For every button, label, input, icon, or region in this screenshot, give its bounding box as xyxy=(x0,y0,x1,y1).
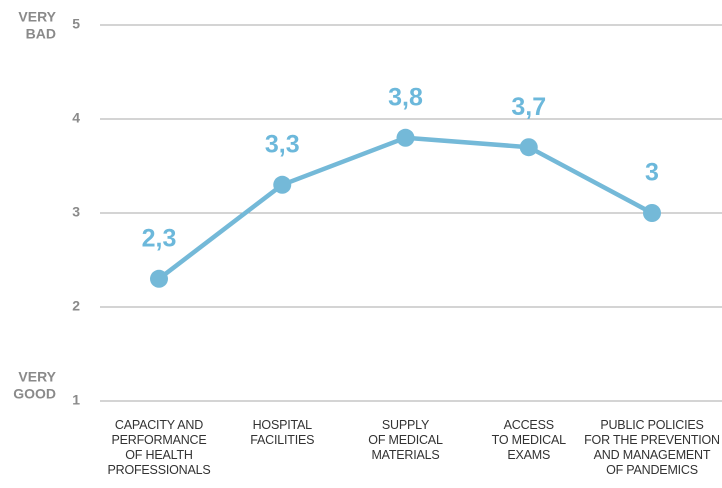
y-tick-label: 4 xyxy=(72,110,80,126)
y-top-label: VERY xyxy=(18,9,56,25)
x-tick-label: ACCESS TO MEDICAL EXAMS xyxy=(491,418,566,462)
y-tick-label: 2 xyxy=(72,298,80,314)
x-tick-label: SUPPLY OF MEDICAL MATERIALS xyxy=(368,418,443,462)
data-label: 3,3 xyxy=(265,130,300,158)
x-tick-label: PUBLIC POLICIES FOR THE PREVENTION AND M… xyxy=(584,418,720,477)
data-label: 3 xyxy=(645,159,659,187)
data-label: 3,7 xyxy=(511,93,546,121)
x-tick-label: CAPACITY AND PERFORMANCE OF HEALTH PROFE… xyxy=(107,418,211,477)
data-point xyxy=(396,128,415,147)
data-point xyxy=(150,269,168,288)
data-point xyxy=(273,175,292,194)
data-label: 2,3 xyxy=(142,224,177,252)
data-point xyxy=(643,204,661,222)
y-tick-label: 3 xyxy=(72,204,80,220)
data-point xyxy=(519,138,538,157)
y-tick-label: 1 xyxy=(72,392,80,408)
data-line xyxy=(157,135,654,281)
x-tick-label: HOSPITAL FACILITIES xyxy=(250,418,315,447)
y-top-label: BAD xyxy=(26,26,56,42)
y-tick-label: 5 xyxy=(72,16,80,32)
y-bottom-label: VERY xyxy=(18,369,56,385)
data-label: 3,8 xyxy=(388,83,423,111)
y-bottom-label: GOOD xyxy=(13,386,56,402)
